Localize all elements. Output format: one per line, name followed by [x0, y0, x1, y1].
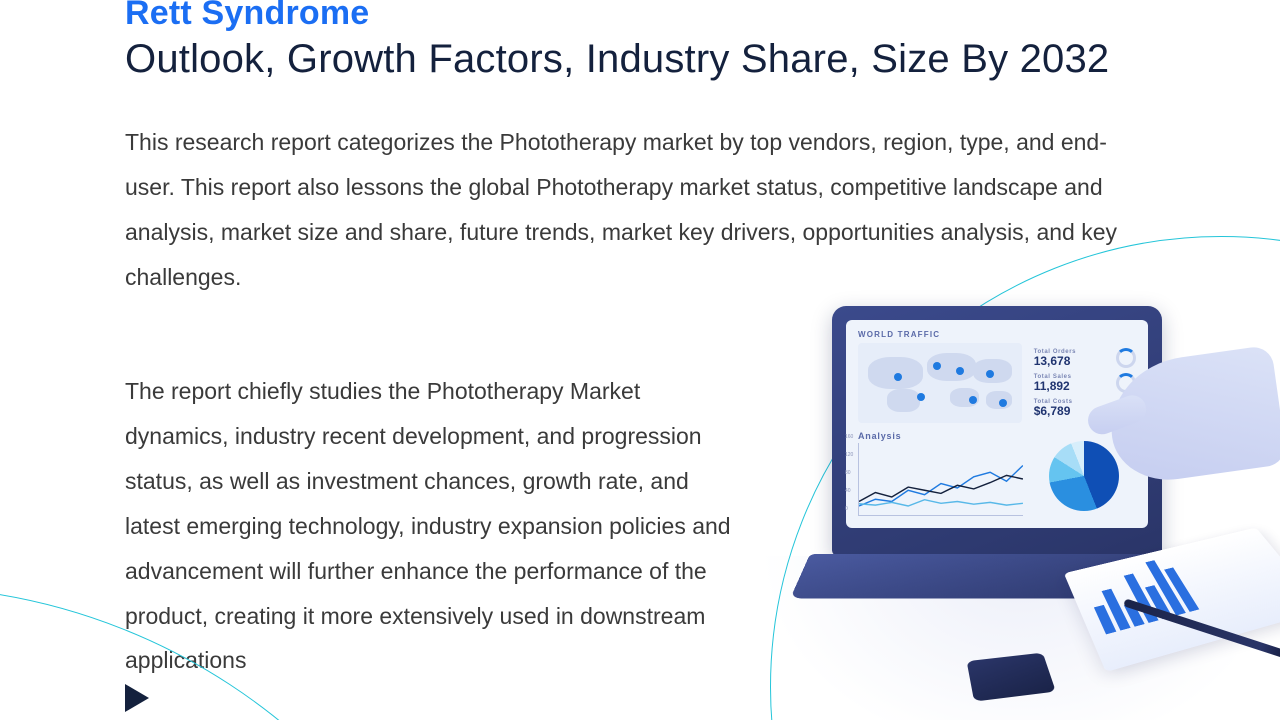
page-title: Outlook, Growth Factors, Industry Share,… [125, 36, 1155, 82]
analysis-label: Analysis [858, 431, 1023, 441]
analysis-panel: Analysis 04080120160 [858, 431, 1023, 521]
stat-row: Total Sales11,892 [1034, 373, 1136, 393]
stat-row: Total Orders13,678 [1034, 348, 1136, 368]
title-link[interactable]: Rett Syndrome [125, 0, 1155, 30]
intro-paragraph: This research report categorizes the Pho… [125, 120, 1155, 299]
pie-chart [1049, 441, 1119, 511]
y-tick: 80 [845, 470, 851, 476]
mini-ring-icon [1116, 348, 1136, 368]
logo-mark-icon [125, 684, 165, 714]
slide-page: Rett Syndrome Outlook, Growth Factors, I… [0, 0, 1280, 716]
y-tick: 120 [845, 452, 853, 458]
laptop-illustration: WORLD TRAFFIC Total Orders13,678 Total Sa… [820, 306, 1260, 686]
y-tick: 0 [845, 506, 848, 512]
y-tick: 40 [845, 488, 851, 494]
line-chart: 04080120160 [858, 443, 1023, 516]
map-dot [986, 370, 994, 378]
y-tick: 160 [845, 434, 853, 440]
stat-value: 13,678 [1034, 355, 1112, 367]
map-dot [999, 399, 1007, 407]
world-map-widget [858, 343, 1022, 423]
map-dot [917, 393, 925, 401]
dashboard-heading: WORLD TRAFFIC [858, 330, 1136, 339]
line-series [859, 475, 1023, 501]
body-paragraph: The report chiefly studies the Photother… [125, 369, 735, 683]
stat-value: 11,892 [1034, 380, 1112, 392]
line-series [859, 466, 1023, 507]
